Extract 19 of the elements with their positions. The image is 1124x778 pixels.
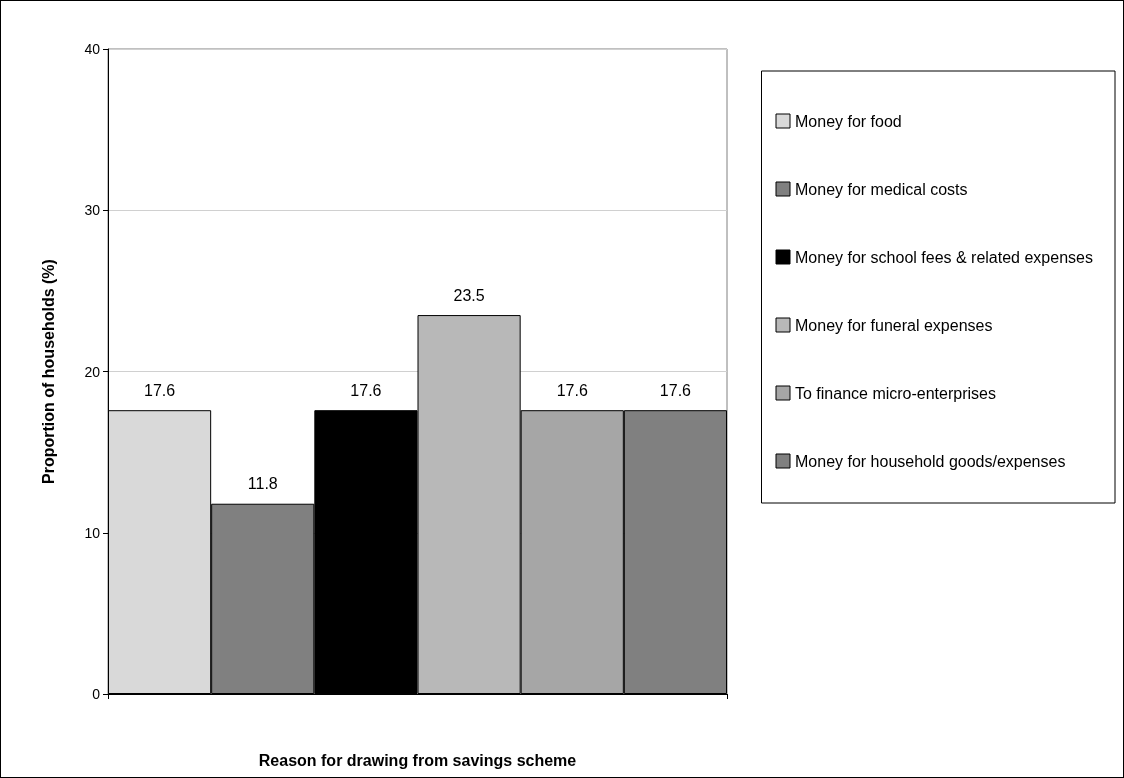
y-axis-title: Proportion of households (%): [39, 259, 57, 484]
data-label: 17.6: [350, 381, 382, 399]
data-label: 17.6: [659, 381, 692, 399]
y-tick-label: 40: [84, 41, 101, 57]
data-label: 23.5: [453, 286, 485, 304]
y-tick-label: 20: [84, 363, 101, 380]
y-tick-label: 0: [92, 686, 101, 702]
y-tick-label: 30: [84, 202, 101, 219]
data-label: 17.6: [144, 381, 176, 399]
legend-label: Money for school fees & related expenses: [795, 248, 1093, 266]
legend-label: Money for food: [795, 112, 902, 130]
legend-label: Money for household goods/expenses: [795, 452, 1066, 470]
legend-label: Money for funeral expenses: [795, 316, 993, 334]
data-label: 17.6: [556, 381, 588, 399]
y-tick-label: 10: [84, 524, 101, 541]
data-label: 11.8: [247, 475, 278, 493]
legend-label: To finance micro-enterprises: [795, 384, 996, 402]
x-axis-title: Reason for drawing from savings scheme: [258, 751, 577, 769]
legend-label: Money for medical costs: [795, 180, 968, 198]
